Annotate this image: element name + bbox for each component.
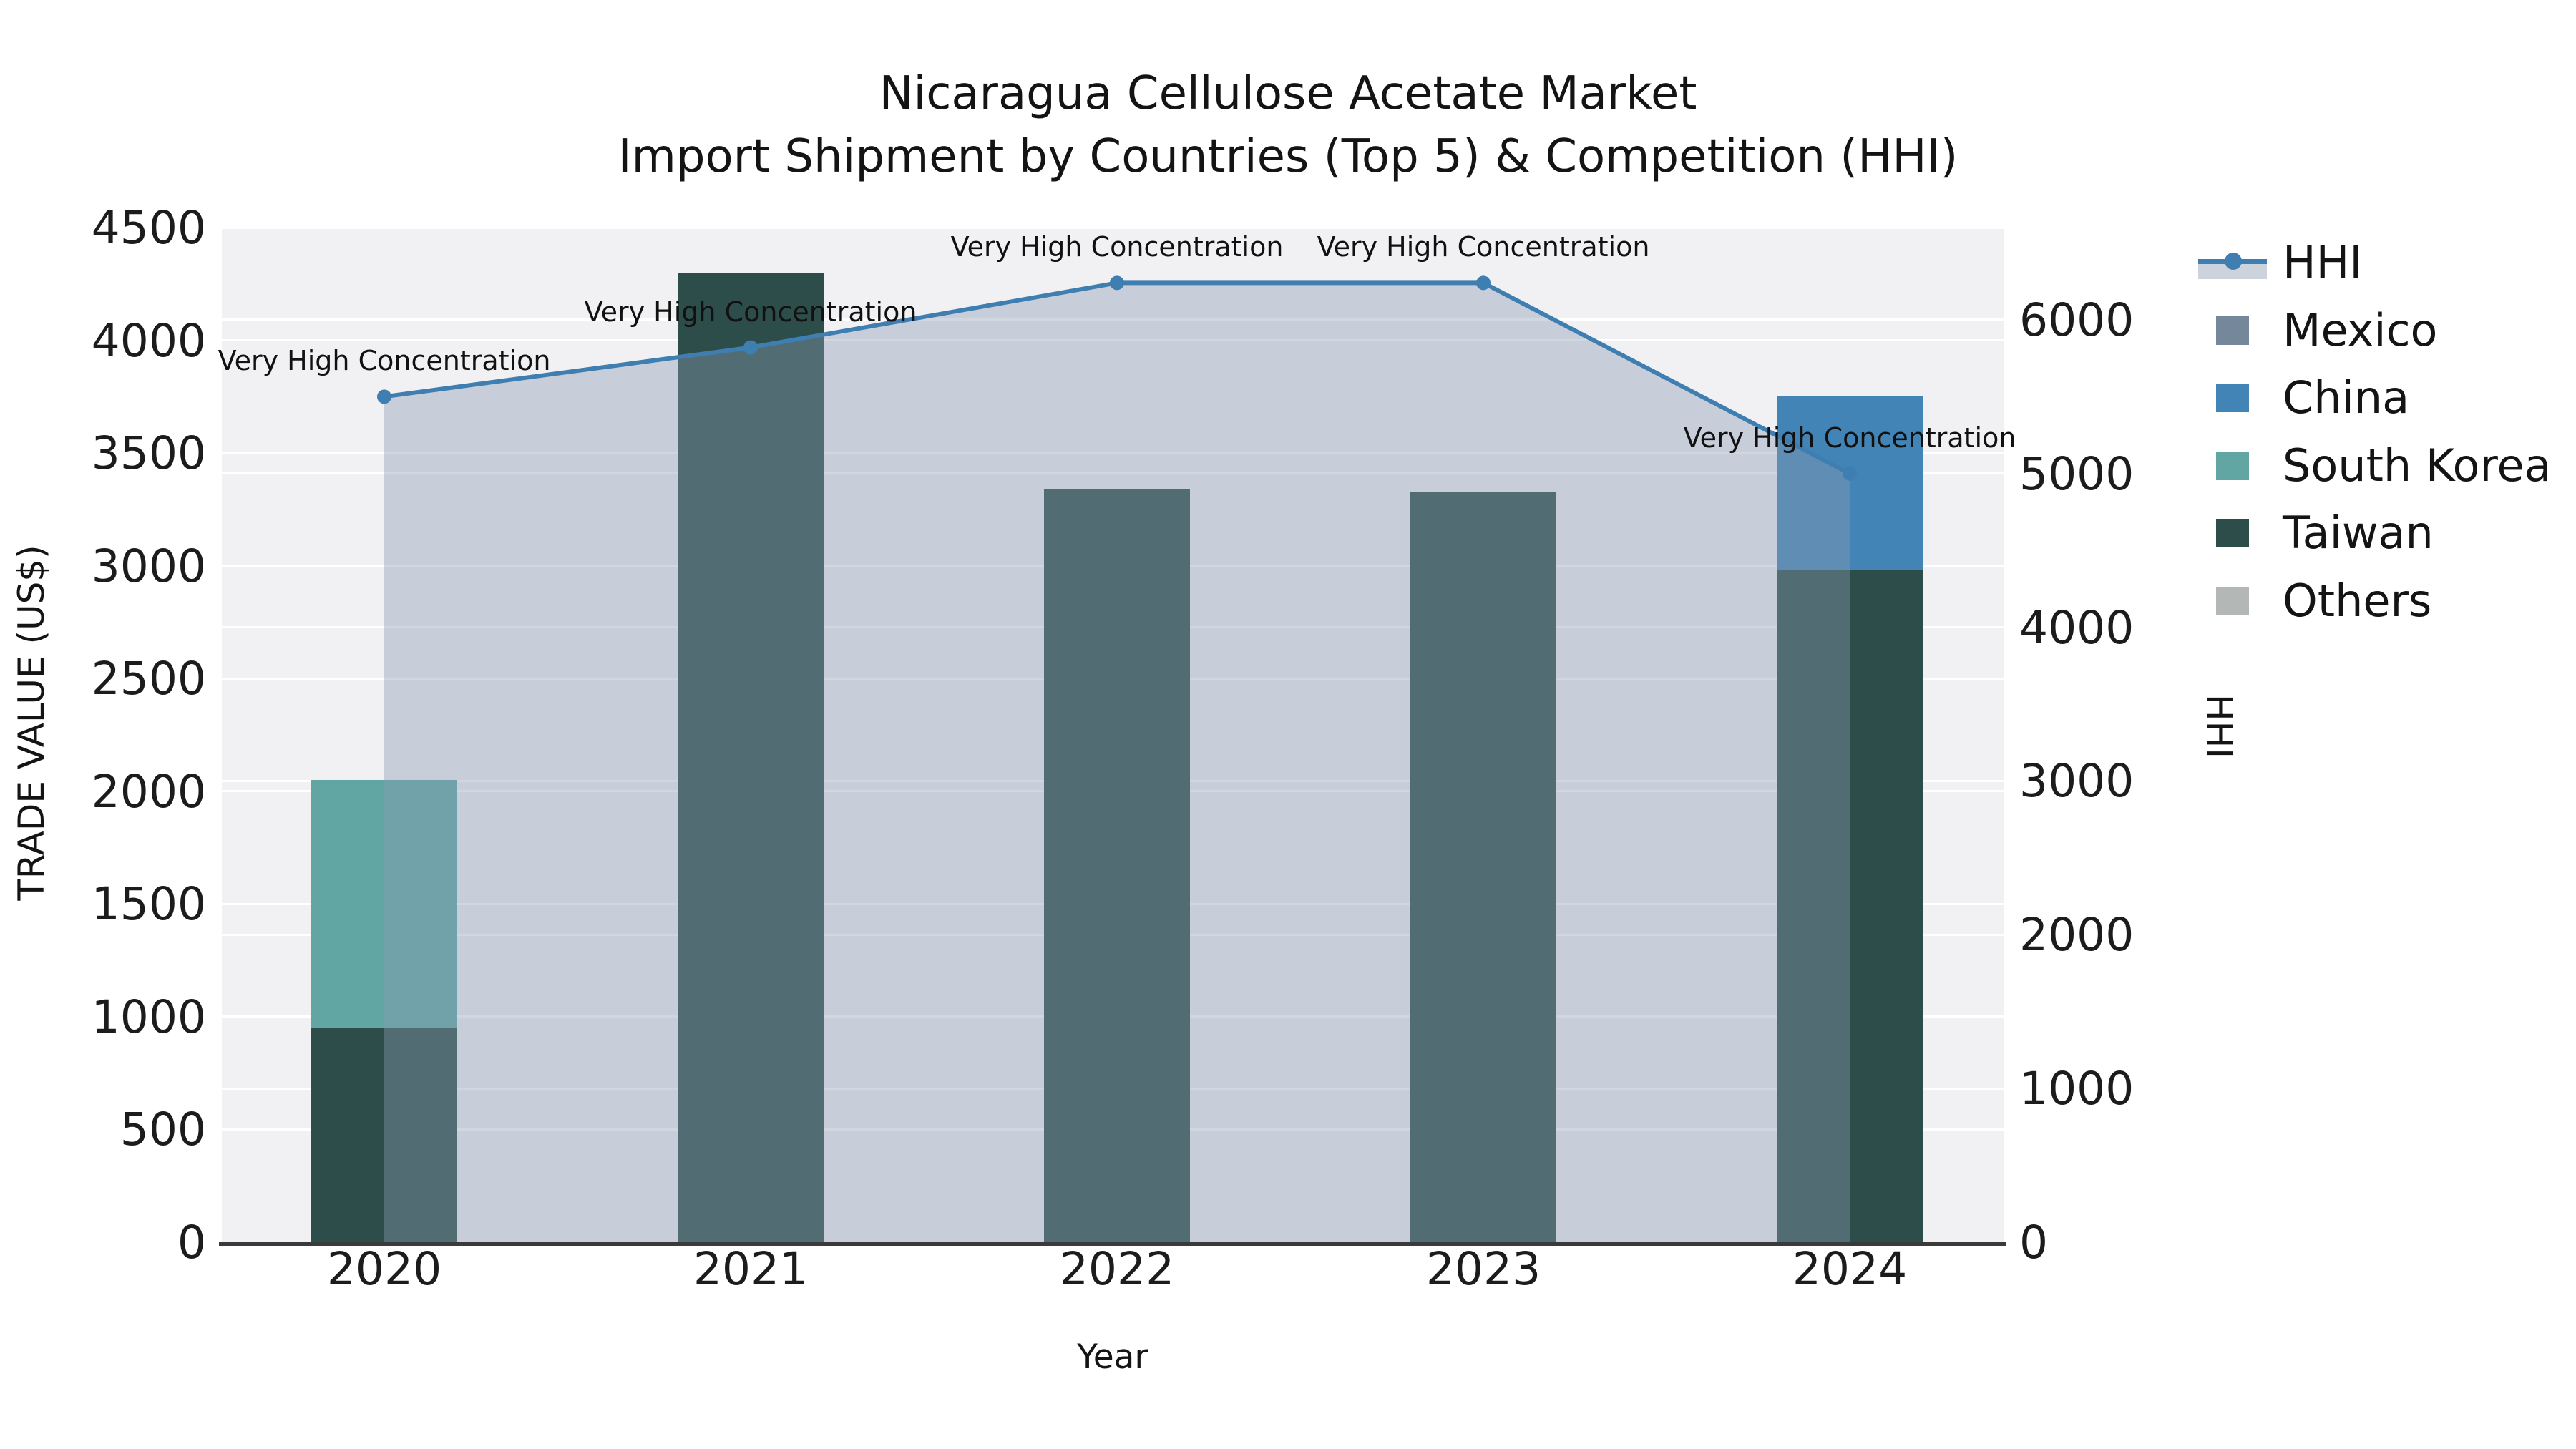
bar-taiwan-2021 (678, 273, 824, 1242)
right-axis-tick-0: 0 (2019, 1216, 2049, 1269)
legend-swatch-south-korea (2216, 452, 2249, 480)
left-axis-tick-4000: 4000 (91, 314, 206, 367)
legend-label: HHI (2283, 236, 2363, 288)
gridline-left (222, 452, 2004, 454)
legend-swatch-others (2216, 587, 2249, 615)
legend-item-others: Others (2186, 567, 2576, 635)
legend-label: Mexico (2283, 304, 2438, 356)
left-axis-tick-0: 0 (177, 1216, 206, 1269)
hhi-line-layer (377, 275, 1857, 1242)
x-axis-tick-2022: 2022 (1059, 1243, 1175, 1295)
hhi-annotation-2020: Very High Concentration (218, 345, 551, 377)
legend-label: China (2283, 371, 2410, 424)
hhi-area-fill (384, 283, 1850, 1242)
right-axis-tick-4000: 4000 (2019, 601, 2135, 654)
x-axis-label: Year (1077, 1337, 1148, 1377)
legend: HHI Mexico China South Korea Taiwan Others (2186, 229, 2576, 658)
gridline-right (222, 318, 2004, 321)
hhi-marker-2022 (1110, 275, 1124, 291)
hhi-annotation-2023: Very High Concentration (1317, 231, 1650, 263)
legend-label: Others (2283, 575, 2432, 627)
gridline-left (222, 226, 2004, 229)
left-axis-tick-1500: 1500 (91, 878, 206, 931)
bar-taiwan-2020 (311, 1028, 457, 1242)
hhi-annotation-2022: Very High Concentration (950, 231, 1284, 263)
gridline-right (222, 472, 2004, 475)
legend-item-south-korea: South Korea (2186, 432, 2576, 499)
bar-china-2024 (1777, 396, 1923, 570)
hhi-marker-2020 (377, 389, 391, 404)
legend-item-china: China (2186, 364, 2576, 431)
legend-item-mexico: Mexico (2186, 297, 2576, 364)
left-axis-tick-1000: 1000 (91, 990, 206, 1043)
hhi-annotation-2021: Very High Concentration (584, 296, 917, 328)
hhi-legend-marker (2225, 253, 2242, 270)
bar-taiwan-2023 (1410, 491, 1556, 1242)
x-axis-line (219, 1242, 2006, 1246)
bar-south-korea-2020 (311, 780, 457, 1028)
left-axis-tick-500: 500 (119, 1103, 206, 1156)
legend-label: South Korea (2283, 439, 2552, 492)
left-axis-tick-2500: 2500 (91, 653, 206, 706)
hhi-marker-2021 (743, 340, 758, 355)
bar-taiwan-2022 (1044, 489, 1190, 1242)
right-axis-tick-3000: 3000 (2019, 755, 2135, 808)
plot-area: Very High Concentration Very High Concent… (218, 226, 2016, 1242)
left-axis-tick-4500: 4500 (91, 202, 206, 254)
chart-title-line1: Nicaragua Cellulose Acetate Market (879, 67, 1697, 120)
gridline-left (222, 339, 2004, 342)
x-axis-tick-2020: 2020 (326, 1243, 442, 1295)
legend-swatch-taiwan (2216, 519, 2249, 547)
x-axis-tick-2021: 2021 (693, 1243, 809, 1295)
chart-title-line2: Import Shipment by Countries (Top 5) & C… (618, 130, 1958, 183)
hhi-marker-2024 (1843, 466, 1857, 481)
x-axis-tick-2023: 2023 (1425, 1243, 1541, 1295)
left-axis-tick-2000: 2000 (91, 765, 206, 818)
x-axis-tick-2024: 2024 (1792, 1243, 1908, 1295)
hhi-annotation-2024: Very High Concentration (1683, 421, 2016, 454)
right-axis-tick-5000: 5000 (2019, 447, 2135, 500)
right-axis-tick-1000: 1000 (2019, 1063, 2135, 1116)
bar-taiwan-2024 (1777, 570, 1923, 1242)
legend-swatch-mexico (2216, 316, 2249, 345)
left-axis-tick-3000: 3000 (91, 540, 206, 592)
right-axis-tick-2000: 2000 (2019, 909, 2135, 962)
left-axis-tick-3500: 3500 (91, 427, 206, 480)
legend-item-taiwan: Taiwan (2186, 499, 2576, 567)
right-axis-tick-6000: 6000 (2019, 293, 2135, 346)
legend-swatch-china (2216, 384, 2249, 412)
legend-label: Taiwan (2283, 507, 2434, 559)
left-y-axis-label: TRADE VALUE (US$) (11, 545, 52, 901)
legend-item-hhi: HHI (2186, 229, 2576, 296)
hhi-marker-2023 (1476, 275, 1491, 291)
